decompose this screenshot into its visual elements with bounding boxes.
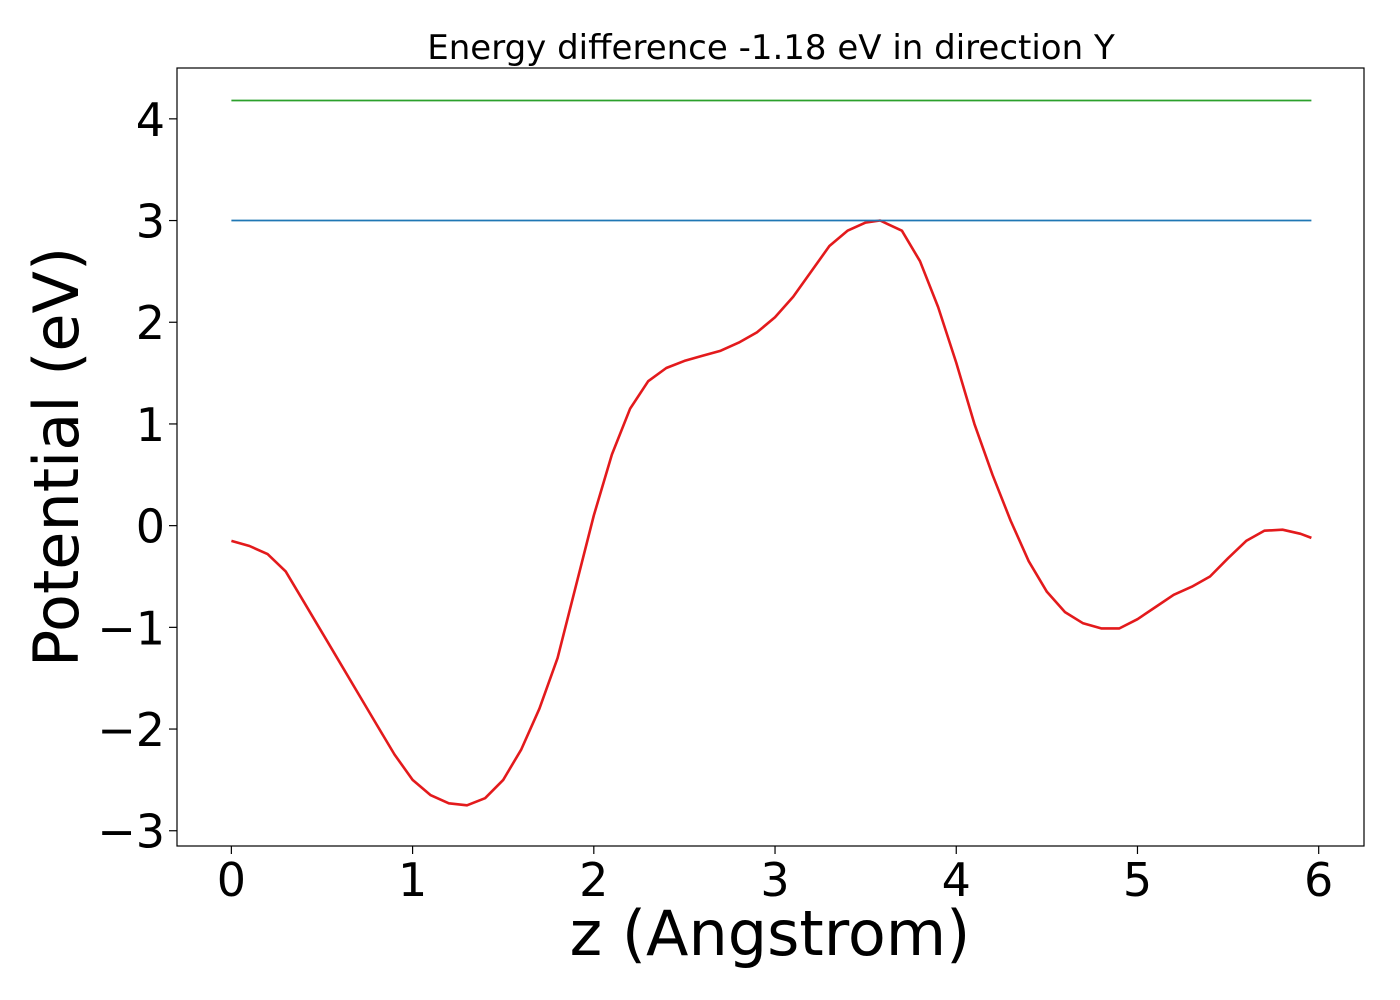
x-axis: 0 1 2 3 4 5 6	[217, 846, 1333, 907]
y-axis-label: Potential (eV)	[20, 247, 93, 667]
x-tick-label: 1	[398, 853, 427, 907]
y-tick-label: 0	[136, 500, 165, 554]
chart-title: Energy difference -1.18 eV in direction …	[427, 28, 1115, 68]
series-line-0	[231, 219, 1312, 807]
x-tick-label: 5	[1123, 853, 1152, 907]
y-tick-label: 2	[136, 296, 165, 350]
x-tick-label: 4	[942, 853, 971, 907]
x-tick-label: 0	[217, 853, 246, 907]
plot-frame	[176, 67, 1365, 847]
y-axis: −3 −2 −1 0 1 2 3 4	[97, 93, 177, 859]
series-layer	[231, 99, 1312, 807]
y-tick-label: −2	[97, 703, 165, 757]
y-tick-label: −3	[97, 805, 165, 859]
y-tick-label: 4	[136, 93, 165, 147]
x-tick-label: 6	[1304, 853, 1333, 907]
x-axis-label: z (Angstrom)	[570, 897, 971, 970]
y-tick-label: −1	[97, 601, 165, 655]
y-tick-label: 3	[136, 195, 165, 249]
x-tick-label: 3	[760, 853, 789, 907]
y-tick-label: 1	[136, 398, 165, 452]
x-tick-label: 2	[579, 853, 608, 907]
